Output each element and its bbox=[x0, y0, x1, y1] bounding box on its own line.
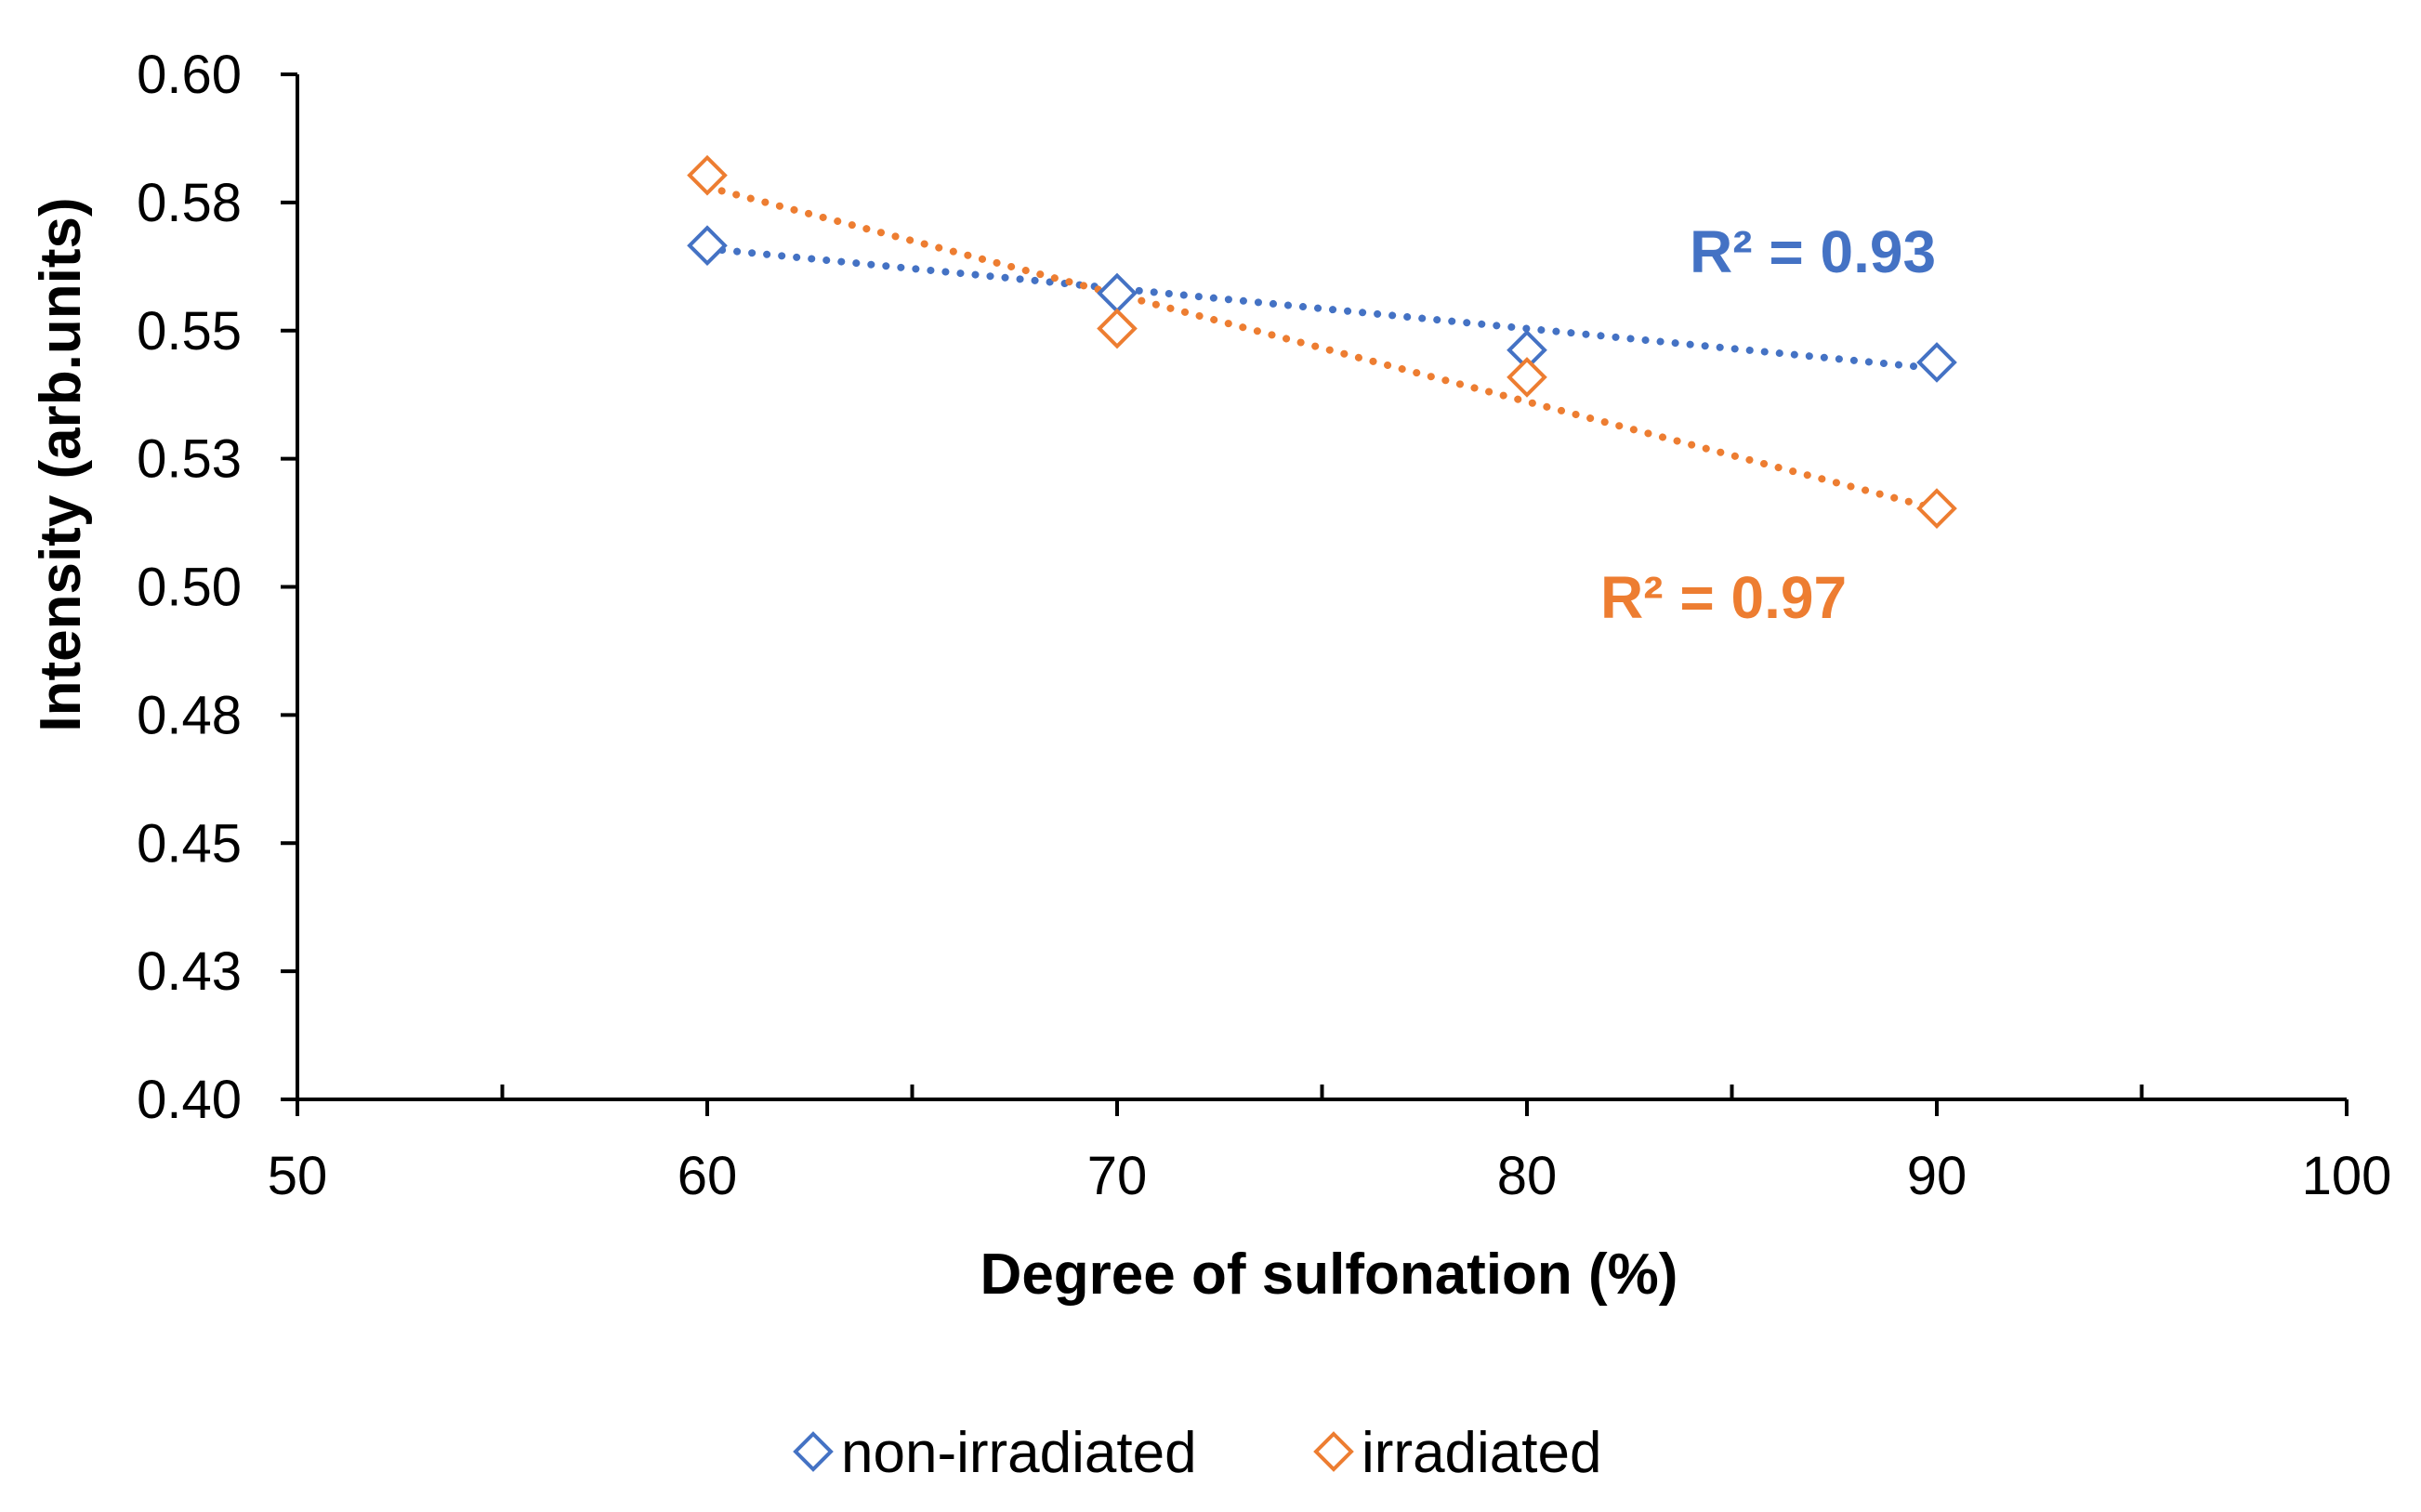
x-tick-label: 70 bbox=[1087, 1146, 1148, 1206]
y-axis-ticks: 0.40 0.43 0.45 0.48 0.50 0.53 0.55 0.58 0.60 bbox=[137, 45, 297, 1130]
x-axis-title: Degree of sulfonation (%) bbox=[980, 1242, 1678, 1307]
data-point-irradiated bbox=[1507, 357, 1547, 398]
x-tick-label: 90 bbox=[1907, 1146, 1967, 1206]
y-tick-label: 0.58 bbox=[137, 173, 242, 233]
r2-label-irradiated: R² = 0.97 bbox=[1600, 564, 1847, 631]
legend-label-irradiated: irradiated bbox=[1362, 1421, 1601, 1485]
r2-label-non-irradiated: R² = 0.93 bbox=[1690, 218, 1936, 285]
data-point-non-irradiated bbox=[687, 225, 728, 267]
y-tick-label: 0.43 bbox=[137, 941, 242, 1002]
data-points bbox=[687, 154, 1957, 529]
y-tick-label: 0.60 bbox=[137, 45, 242, 105]
axes bbox=[296, 74, 2347, 1101]
legend-item-irradiated: irradiated bbox=[1313, 1421, 1601, 1485]
legend-item-non-irradiated: non-irradiated bbox=[793, 1421, 1197, 1485]
trendline-irradiated bbox=[704, 183, 1941, 513]
data-point-non-irradiated bbox=[1097, 272, 1138, 314]
y-tick-label: 0.48 bbox=[137, 685, 242, 745]
x-tick-label: 50 bbox=[268, 1146, 328, 1206]
x-tick-label: 80 bbox=[1497, 1146, 1558, 1206]
y-tick-label: 0.55 bbox=[137, 301, 242, 362]
y-tick-label: 0.45 bbox=[137, 813, 242, 874]
y-tick-label: 0.53 bbox=[137, 429, 242, 490]
x-tick-label: 100 bbox=[2302, 1146, 2392, 1206]
y-axis-title: Intensity (arb.units) bbox=[29, 197, 93, 731]
trendline-non-irradiated bbox=[704, 244, 1941, 373]
data-point-irradiated bbox=[1916, 488, 1957, 529]
data-point-irradiated bbox=[1097, 308, 1138, 349]
data-point-non-irradiated bbox=[1916, 342, 1957, 383]
y-tick-label: 0.50 bbox=[137, 558, 242, 618]
trendlines bbox=[704, 183, 1941, 513]
y-tick-label: 0.40 bbox=[137, 1070, 242, 1130]
x-axis-ticks: 50 60 70 80 90 100 bbox=[268, 1085, 2392, 1206]
x-tick-label: 60 bbox=[678, 1146, 738, 1206]
legend: non-irradiated irradiated bbox=[793, 1421, 1601, 1485]
legend-marker-non-irradiated bbox=[793, 1431, 834, 1472]
legend-marker-irradiated bbox=[1313, 1431, 1354, 1472]
data-point-irradiated bbox=[687, 154, 728, 196]
legend-label-non-irradiated: non-irradiated bbox=[841, 1421, 1197, 1485]
